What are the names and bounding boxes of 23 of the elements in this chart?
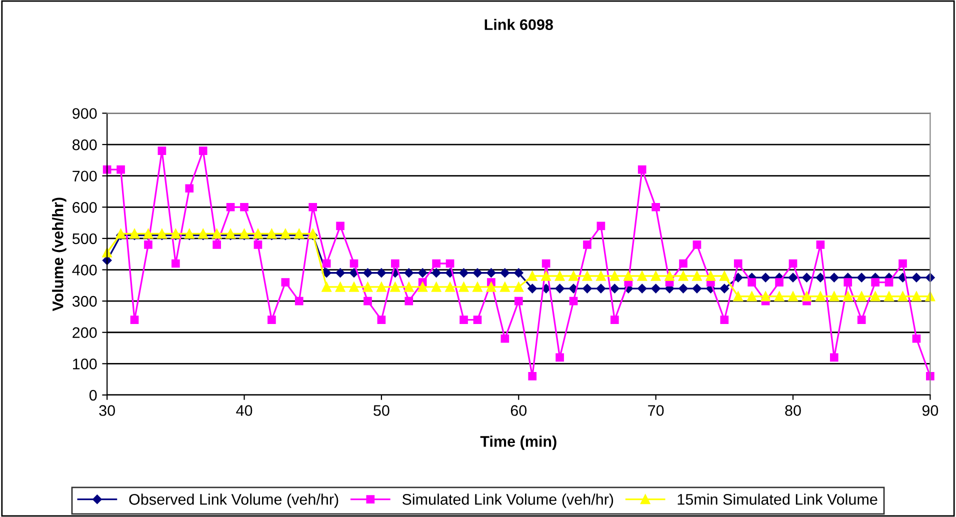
x-tick-label: 90: [922, 405, 938, 416]
y-tick-label: 500: [72, 233, 97, 244]
legend-label: Observed Link Volume (veh/hr): [129, 494, 338, 508]
x-tick-label: 30: [99, 405, 115, 416]
y-tick-label: 300: [72, 296, 97, 307]
y-tick-label: 600: [72, 202, 97, 213]
y-tick-label: 800: [72, 139, 97, 150]
y-axis-title: Volume (veh/hr): [52, 198, 66, 312]
legend-label: Simulated Link Volume (veh/hr): [402, 494, 614, 508]
x-tick-label: 50: [374, 405, 390, 416]
y-tick-label: 100: [73, 358, 97, 370]
x-tick-label: 80: [785, 405, 801, 416]
x-tick-label: 70: [648, 405, 664, 416]
legend-label: 15min Simulated Link Volume: [678, 494, 878, 505]
y-tick-label: 400: [72, 264, 97, 276]
chart-title: Link 6098: [484, 18, 553, 30]
y-tick-label: 0: [89, 390, 97, 401]
x-tick-label: 60: [510, 405, 527, 416]
y-tick-label: 900: [72, 108, 97, 119]
x-tick-label: 40: [236, 405, 252, 416]
x-axis-title: Time (min): [480, 436, 556, 450]
y-tick-label: 700: [72, 170, 97, 182]
y-tick-label: 200: [72, 327, 97, 338]
